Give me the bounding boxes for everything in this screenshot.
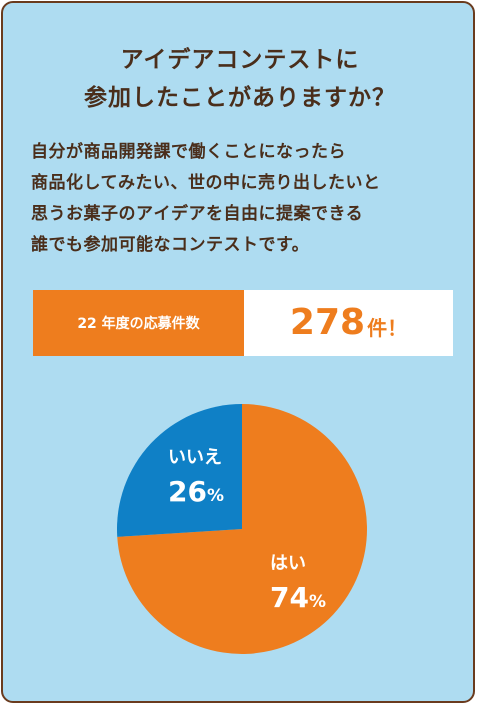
application-count-label: 22 年度の応募件数 <box>33 290 244 356</box>
description-line: 商品化してみたい、世の中に売り出したいと <box>31 173 381 193</box>
participation-pie-chart: はい 74% いいえ 26% <box>117 404 368 654</box>
pie-slice-no <box>117 404 242 537</box>
question-title: アイデアコンテストに 参加したことがありますか？ <box>3 41 477 117</box>
description-line: 自分が商品開発課で働くことになったら <box>31 142 346 162</box>
pie-slice-yes <box>117 404 368 654</box>
pie-slice-value: 26% <box>168 475 224 508</box>
pie-slice-label: はい <box>270 553 306 574</box>
description-line: 誰でも参加可能なコンテストです。 <box>31 235 310 255</box>
application-count-value: 278 件！ <box>244 290 453 356</box>
pie-slice-value: 74% <box>270 581 326 614</box>
application-count-bar: 22 年度の応募件数 278 件！ <box>33 290 453 356</box>
title-line: 参加したことがありますか？ <box>84 85 396 111</box>
survey-card: アイデアコンテストに 参加したことがありますか？ 自分が商品開発課で働くことにな… <box>1 1 475 703</box>
contest-description: 自分が商品開発課で働くことになったら 商品化してみたい、世の中に売り出したいと … <box>31 137 461 261</box>
pie-slice-label: いいえ <box>168 447 222 468</box>
description-line: 思うお菓子のアイデアを自由に提案できる <box>31 204 364 224</box>
application-count-unit: 件！ <box>367 315 408 340</box>
application-count-number: 278 <box>289 302 366 343</box>
title-line: アイデアコンテストに <box>120 47 360 73</box>
